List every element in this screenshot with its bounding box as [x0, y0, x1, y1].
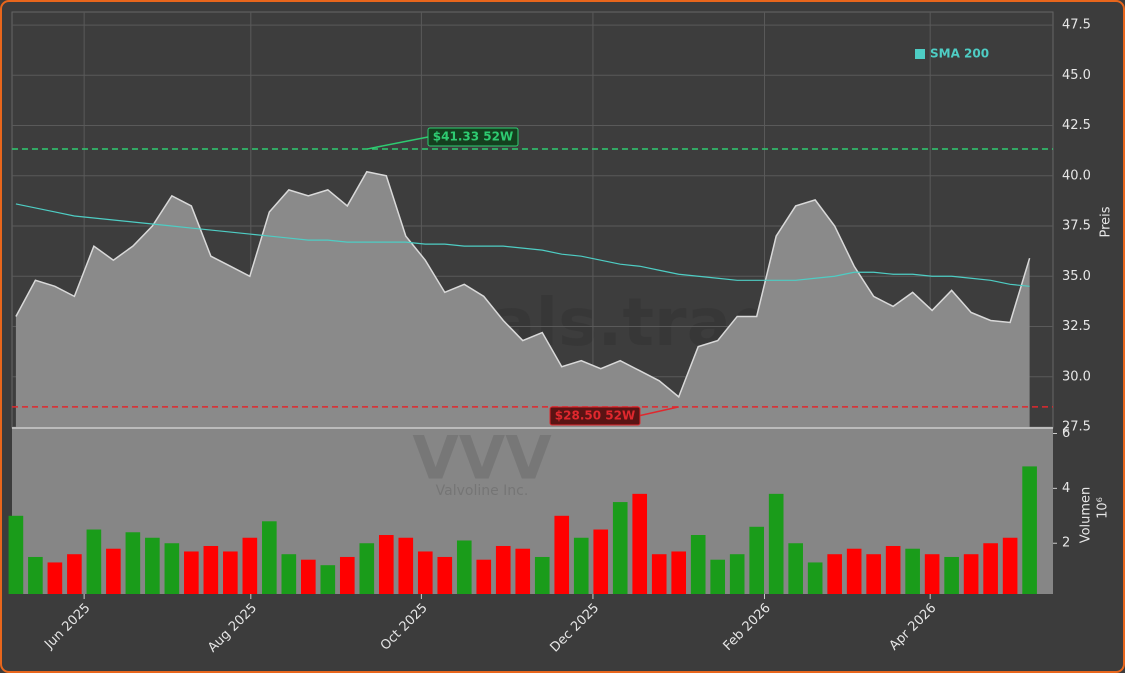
volume-bar	[67, 554, 82, 594]
volume-bar	[1002, 537, 1018, 594]
volume-bar	[476, 559, 492, 594]
volume-bar	[359, 543, 375, 594]
annotation-label: $28.50 52W	[555, 409, 635, 423]
volume-bar	[866, 554, 881, 594]
volume-bar	[788, 543, 803, 594]
volume-bar	[944, 556, 959, 594]
y-tick-label: 32.5	[1062, 319, 1091, 334]
volume-bar	[768, 493, 784, 594]
volume-bar	[301, 559, 316, 594]
volume-bar	[593, 529, 609, 594]
y-tick-label: 40.0	[1062, 168, 1091, 183]
legend-label: SMA 200	[930, 47, 989, 61]
volume-bar	[807, 562, 823, 594]
scale-label: 10⁶	[1096, 497, 1111, 519]
volume-bar	[905, 548, 920, 594]
volume-bar	[125, 532, 141, 594]
volume-bar	[281, 554, 297, 594]
volume-bar	[378, 535, 394, 594]
annotation-label: $41.33 52W	[433, 130, 513, 144]
annotation-arrow	[637, 406, 679, 417]
volume-bar	[456, 540, 472, 594]
volume-bar	[983, 543, 998, 594]
volume-bar	[417, 551, 433, 594]
volume-bar	[924, 554, 940, 594]
volume-bar	[203, 545, 219, 594]
y-tick-label: 42.5	[1062, 118, 1091, 133]
volume-bar	[612, 502, 628, 594]
volume-bar	[47, 562, 63, 594]
volume-bar	[339, 556, 355, 594]
y-tick-label: 30.0	[1062, 369, 1091, 384]
y-tick-label: 6	[1062, 426, 1070, 441]
volume-bar	[1022, 466, 1037, 594]
volume-bar	[690, 535, 706, 594]
price-line	[15, 170, 1031, 399]
ticker-watermark: VVV	[412, 424, 552, 494]
volume-bar	[573, 537, 589, 594]
volume-bar	[749, 526, 764, 594]
volume-bar	[495, 545, 511, 594]
volume-bar	[729, 554, 745, 594]
legend-swatch	[915, 49, 925, 59]
y-axis-label: Preis	[1099, 206, 1114, 237]
annotation-arrow	[366, 136, 429, 150]
volume-bar	[885, 545, 901, 594]
y-tick-label: 35.0	[1062, 269, 1091, 284]
volume-bar	[242, 537, 258, 594]
volume-bar	[846, 548, 862, 594]
y-tick-label: 2	[1062, 536, 1070, 551]
y-axis-label: Volumen	[1079, 487, 1094, 544]
volume-bar	[554, 515, 570, 594]
volume-bar	[223, 551, 238, 594]
volume-bar	[398, 537, 414, 594]
volume-bar	[963, 554, 979, 594]
y-tick-label: 4	[1062, 481, 1070, 496]
volume-bar	[164, 543, 180, 594]
y-tick-label: 27.5	[1062, 419, 1091, 434]
volume-bar	[184, 551, 199, 594]
volume-bar	[515, 548, 531, 594]
volume-bar	[827, 554, 842, 594]
volume-bar	[671, 551, 687, 594]
y-tick-label: 47.5	[1062, 18, 1091, 33]
annotation-box	[549, 406, 641, 426]
sma-line	[15, 203, 1030, 287]
volume-bar	[437, 556, 453, 594]
volume-bar	[320, 565, 336, 594]
volume-bar	[534, 556, 550, 594]
volume-bar	[106, 548, 121, 594]
volume-bar	[710, 559, 726, 594]
volume-bar	[145, 537, 160, 594]
volume-bar	[86, 529, 102, 594]
volume-bar	[651, 554, 667, 594]
volume-bar	[8, 515, 24, 594]
volume-bar	[28, 556, 43, 594]
company-watermark: Valvoline Inc.	[436, 483, 529, 499]
y-tick-label: 45.0	[1062, 68, 1091, 83]
volume-bar	[262, 521, 277, 594]
y-tick-label: 37.5	[1062, 219, 1091, 234]
volume-bar	[632, 493, 648, 594]
annotation-box	[427, 127, 519, 147]
